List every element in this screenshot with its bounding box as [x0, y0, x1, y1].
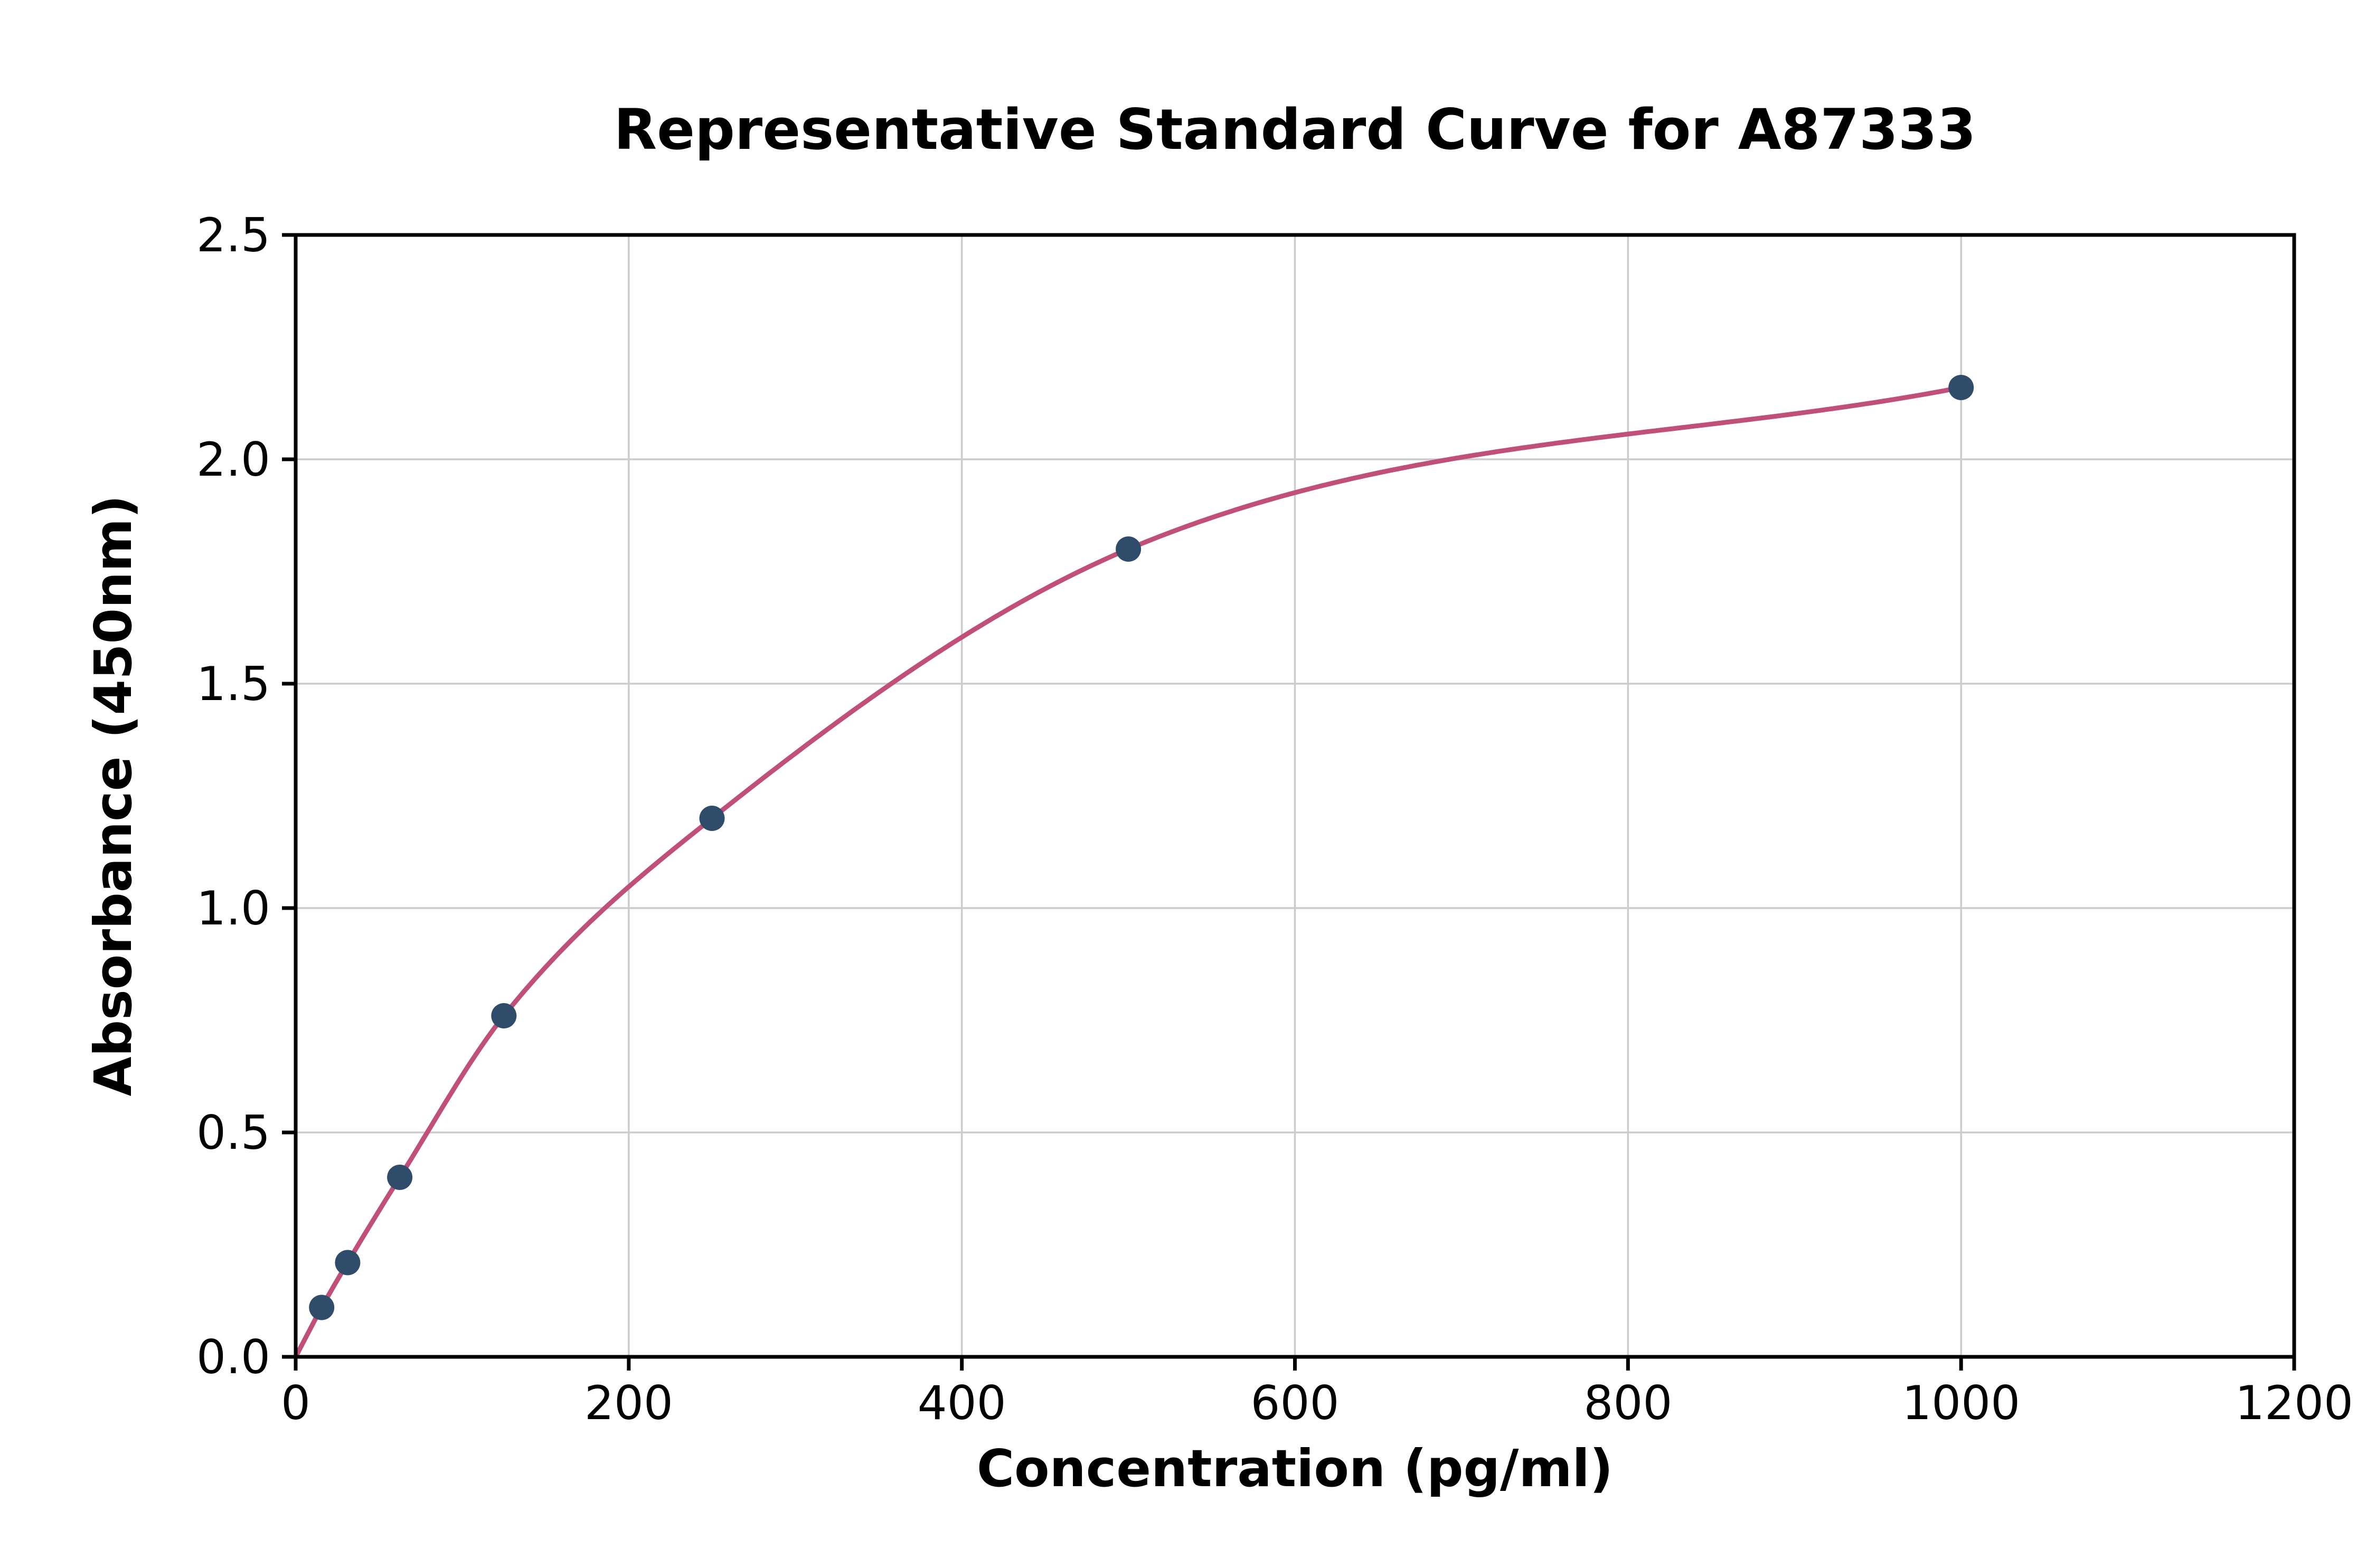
data-point	[491, 1003, 517, 1028]
fit-curve	[293, 385, 1964, 1359]
x-tick-label: 0	[281, 1376, 310, 1430]
x-tick-label: 200	[584, 1376, 673, 1430]
y-tick-label: 1.5	[196, 657, 270, 711]
data-point	[1948, 375, 1974, 400]
y-tick-label: 2.5	[196, 208, 270, 262]
x-tick-label: 600	[1251, 1376, 1340, 1430]
chart-title: Representative Standard Curve for A87333	[614, 97, 1976, 162]
y-tick-label: 0.0	[196, 1330, 270, 1384]
data-point	[1116, 536, 1142, 562]
data-point	[335, 1250, 361, 1276]
data-point	[309, 1295, 335, 1320]
x-axis-label: Concentration (pg/ml)	[976, 1439, 1614, 1498]
x-tick-label: 1200	[2235, 1376, 2353, 1430]
x-tick-label: 800	[1583, 1376, 1672, 1430]
data-point	[699, 806, 725, 831]
data-point	[387, 1165, 413, 1190]
y-tick-label: 0.5	[196, 1106, 270, 1160]
x-tick-label: 1000	[1902, 1376, 2020, 1430]
x-tick-label: 400	[918, 1376, 1006, 1430]
y-tick-label: 2.0	[196, 432, 270, 487]
y-tick-label: 1.0	[196, 881, 270, 936]
